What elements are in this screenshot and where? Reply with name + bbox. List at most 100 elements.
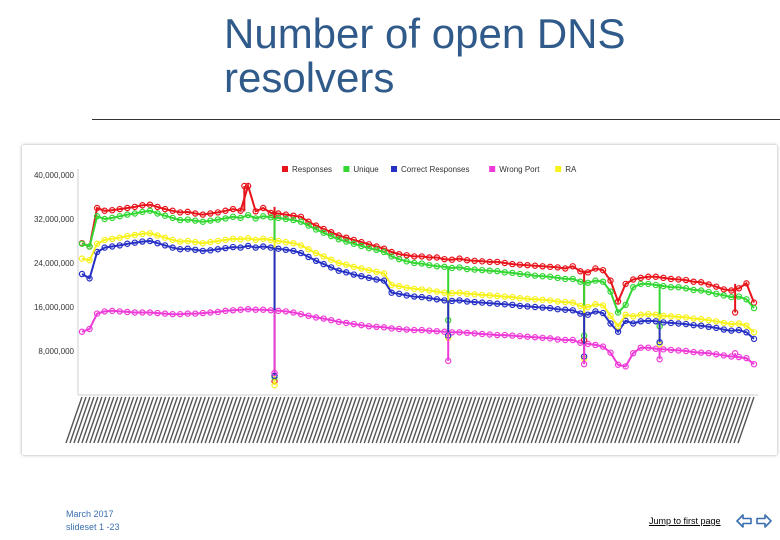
x-tick-label	[280, 396, 298, 444]
x-tick-label	[661, 396, 680, 444]
data-point	[554, 336, 561, 343]
data-point	[524, 303, 531, 310]
data-point	[237, 207, 244, 214]
data-point	[690, 315, 697, 322]
data-point	[305, 312, 312, 319]
data-point	[139, 208, 146, 216]
data-point	[614, 298, 622, 305]
x-tick-label	[256, 396, 274, 444]
x-tick-label	[144, 396, 163, 444]
data-point	[343, 234, 350, 241]
data-point	[713, 351, 720, 358]
data-point	[433, 254, 441, 261]
data-point	[154, 203, 161, 211]
x-tick-label	[510, 396, 529, 444]
x-tick-label	[276, 396, 294, 444]
data-point	[456, 297, 463, 304]
series-line	[81, 308, 755, 368]
data-point	[403, 292, 410, 299]
data-point	[373, 276, 380, 283]
legend-label: Wrong Port	[499, 165, 540, 174]
data-point	[271, 372, 278, 379]
arrow-right-icon[interactable]	[756, 514, 772, 528]
data-point	[418, 326, 425, 334]
x-tick-label	[419, 396, 437, 444]
data-point	[312, 249, 320, 257]
data-point	[531, 303, 539, 311]
data-point	[184, 216, 191, 223]
data-point	[501, 331, 509, 339]
data-point	[343, 261, 350, 268]
data-point	[682, 320, 690, 328]
data-point	[161, 212, 169, 219]
x-tick-label	[248, 396, 266, 444]
data-point	[486, 292, 493, 299]
x-tick-label	[331, 396, 350, 444]
x-tick-label	[307, 396, 326, 444]
data-point	[109, 307, 116, 315]
data-point	[403, 326, 410, 333]
data-point	[260, 204, 267, 212]
data-point	[705, 323, 712, 330]
data-point	[433, 296, 441, 303]
data-point	[207, 238, 214, 246]
x-tick-label	[212, 396, 230, 444]
data-point	[241, 182, 248, 190]
data-point	[516, 302, 524, 310]
x-tick-label	[204, 396, 222, 444]
x-tick-label	[737, 396, 755, 444]
data-point	[161, 242, 169, 249]
data-point	[267, 236, 274, 244]
x-tick-label	[117, 396, 135, 444]
footer-date: March 2017	[66, 509, 114, 519]
data-point	[214, 246, 222, 253]
data-point	[260, 235, 267, 243]
data-point	[297, 242, 305, 249]
data-point	[86, 243, 93, 250]
data-point	[169, 244, 176, 251]
data-point	[252, 236, 259, 244]
data-point	[252, 244, 259, 251]
data-point	[667, 313, 675, 320]
data-point	[645, 280, 652, 288]
data-point	[320, 229, 327, 236]
slide-title: Number of open DNS resolvers	[224, 10, 626, 101]
title-divider	[92, 119, 780, 120]
data-point	[116, 234, 123, 241]
data-point	[569, 263, 576, 270]
data-point	[271, 381, 278, 389]
x-tick-label	[486, 396, 505, 444]
x-tick-label	[69, 396, 87, 444]
x-tick-label	[733, 396, 751, 444]
data-point	[282, 238, 290, 246]
x-tick-label	[546, 396, 564, 444]
data-point	[192, 217, 199, 224]
data-point	[214, 216, 222, 223]
data-point	[463, 329, 471, 337]
x-tick-label	[455, 396, 473, 444]
data-point	[207, 309, 214, 316]
data-point	[713, 318, 720, 325]
legend-label: RA	[565, 165, 577, 174]
x-tick-label	[240, 396, 258, 444]
x-tick-label	[148, 396, 167, 444]
data-point	[660, 274, 667, 282]
data-point	[109, 206, 116, 214]
data-point	[607, 288, 614, 295]
data-point	[705, 288, 712, 296]
data-point	[244, 235, 252, 242]
data-point	[275, 245, 282, 252]
y-tick-label: 24,000,000	[34, 259, 75, 268]
data-point	[124, 232, 131, 240]
data-point	[539, 263, 546, 270]
x-tick-label	[77, 396, 95, 444]
data-point	[546, 273, 554, 280]
jump-to-first-page-link[interactable]: Jump to first page	[649, 516, 721, 526]
arrow-left-icon[interactable]	[736, 514, 752, 528]
data-point	[124, 240, 131, 247]
data-point	[388, 281, 395, 289]
x-tick-label	[65, 396, 83, 444]
data-point	[335, 318, 342, 326]
data-point	[584, 279, 592, 286]
data-point	[335, 236, 342, 243]
